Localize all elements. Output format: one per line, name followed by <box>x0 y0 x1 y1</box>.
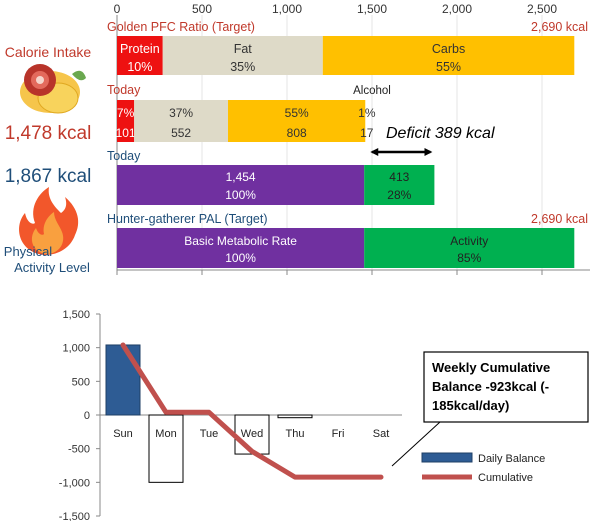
segment-alcohol <box>365 100 369 142</box>
segment-carbs-pct: 55% <box>436 60 461 74</box>
category-label: Tue <box>200 428 219 440</box>
x-tick-label: 0 <box>114 2 121 16</box>
category-label: Sun <box>113 428 133 440</box>
segment-activity <box>364 165 435 205</box>
cumulative-line <box>120 342 384 480</box>
row-label: Golden PFC Ratio (Target) <box>107 20 255 34</box>
activity-level-label: Activity Level <box>14 260 90 275</box>
row-total-label: 2,690 kcal <box>531 212 588 226</box>
segment-protein <box>117 36 163 75</box>
row-target_pal: Hunter-gatherer PAL (Target) 2,690 kcal Ba… <box>107 212 588 268</box>
left-panel: Calorie Intake 1,478 kcal 1,867 kcal Phy… <box>4 44 92 275</box>
cumulative-line-group <box>120 342 384 480</box>
segment-activity-kcal: 413 <box>389 170 409 184</box>
category-label: Thu <box>286 428 305 440</box>
row-label: Hunter-gatherer PAL (Target) <box>107 212 268 226</box>
bar-rows: Golden PFC Ratio (Target) 2,690 kcal Prote… <box>107 20 588 268</box>
deficit-annotation: Deficit 389 kcal <box>370 125 495 156</box>
category-label: Fri <box>332 428 345 440</box>
segment-protein <box>117 100 135 142</box>
deficit-label: Deficit 389 kcal <box>386 125 495 142</box>
segment-fat-kcal: 552 <box>171 126 191 140</box>
segment-carbs-name: Carbs <box>432 42 465 56</box>
segment-basic-metabolic-rate <box>117 165 365 205</box>
category-labels: Sun Mon Tue Wed Thu Fri Sat <box>113 428 389 440</box>
y-tick-label: -1,000 <box>59 477 90 489</box>
segment-basic-metabolic-rate-kcal: 1,454 <box>226 170 256 184</box>
legend: Daily Balance Cumulative <box>421 452 545 484</box>
row-total-label: 2,690 kcal <box>531 20 588 34</box>
row-label: Today <box>107 83 141 97</box>
segment-activity-pct: 85% <box>457 251 481 265</box>
row-today_pal: Today 1,454 100% 413 28% <box>107 149 435 205</box>
legend-daily-label: Daily Balance <box>478 453 545 465</box>
callout-box <box>423 351 589 423</box>
legend-cumulative-label: Cumulative <box>478 472 533 484</box>
row-target_pfc: Golden PFC Ratio (Target) 2,690 kcal Prote… <box>107 20 588 75</box>
daily-bar-wed <box>234 414 270 455</box>
segment-fat-name: Fat <box>234 42 253 56</box>
callout-text: Weekly Cumulative Balance -923kcal (- 18… <box>432 360 554 413</box>
calorie-intake-label: Calorie Intake <box>5 44 92 60</box>
segment-fat-pct: 37% <box>169 106 193 120</box>
callout: Weekly Cumulative Balance -923kcal (- 18… <box>391 351 589 467</box>
y-tick-label: -500 <box>68 444 90 456</box>
segment-basic-metabolic-rate <box>117 228 365 268</box>
segment-protein-pct: 7% <box>117 106 135 120</box>
segment-alcohol-kcal: 17 <box>360 126 374 140</box>
segment-activity <box>364 228 575 268</box>
y-tick-label: 1,500 <box>62 309 90 321</box>
category-label: Sat <box>373 428 390 440</box>
x-tick-label: 1,500 <box>357 2 387 16</box>
alcohol-label: Alcohol <box>353 85 391 97</box>
segment-basic-metabolic-rate-pct: 100% <box>225 251 256 265</box>
row-today_pfc: Today Alcohol 7% 101 37% 552 55% 808 1% 17 <box>107 83 391 142</box>
segment-fat <box>134 100 229 142</box>
y-tick-label: -1,500 <box>59 511 90 521</box>
x-tick-label: 500 <box>192 2 212 16</box>
segment-activity-pct: 28% <box>387 188 411 202</box>
segment-fat-pct: 35% <box>230 60 255 74</box>
x-tick-label: 1,000 <box>272 2 302 16</box>
daily-bars <box>105 344 313 483</box>
segment-protein-kcal: 101 <box>116 126 136 140</box>
daily-bar-sun <box>105 344 141 416</box>
y-tick-label: 500 <box>72 376 90 388</box>
x-tick-label: 2,500 <box>527 2 557 16</box>
daily-bar-thu <box>277 414 313 419</box>
y-tick-label: 1,000 <box>62 343 90 355</box>
legend-daily-swatch <box>421 452 473 463</box>
activity-kcal-value: 1,867 kcal <box>5 166 92 187</box>
segment-carbs <box>322 36 575 75</box>
calorie-balance-bar-chart: Calorie Intake 1,478 kcal 1,867 kcal Phy… <box>4 2 590 275</box>
segment-protein-name: Protein <box>120 42 160 56</box>
segment-carbs-kcal: 808 <box>287 126 307 140</box>
segment-basic-metabolic-rate-name: Basic Metabolic Rate <box>184 234 297 248</box>
food-icon <box>20 64 86 114</box>
y-axis: 1,500 1,000 500 0 -500 -1,000 -1,500 <box>59 309 402 521</box>
segment-activity-name: Activity <box>450 234 488 248</box>
callout-pointer <box>391 421 441 467</box>
row-label: Today <box>107 149 141 163</box>
segment-basic-metabolic-rate-pct: 100% <box>225 188 256 202</box>
segment-protein-pct: 10% <box>127 60 152 74</box>
intake-kcal-value: 1,478 kcal <box>5 123 92 144</box>
category-label: Wed <box>241 428 263 440</box>
segment-alcohol-pct: 1% <box>358 106 376 120</box>
segment-fat <box>162 36 323 75</box>
fire-icon <box>19 187 79 255</box>
x-tick-label: 2,000 <box>442 2 472 16</box>
category-label: Mon <box>155 428 176 440</box>
daily-bar-mon <box>148 414 184 483</box>
physical-label: Physical <box>4 244 53 259</box>
segment-carbs <box>228 100 366 142</box>
y-tick-label: 0 <box>84 410 90 422</box>
segment-carbs-pct: 55% <box>285 106 309 120</box>
